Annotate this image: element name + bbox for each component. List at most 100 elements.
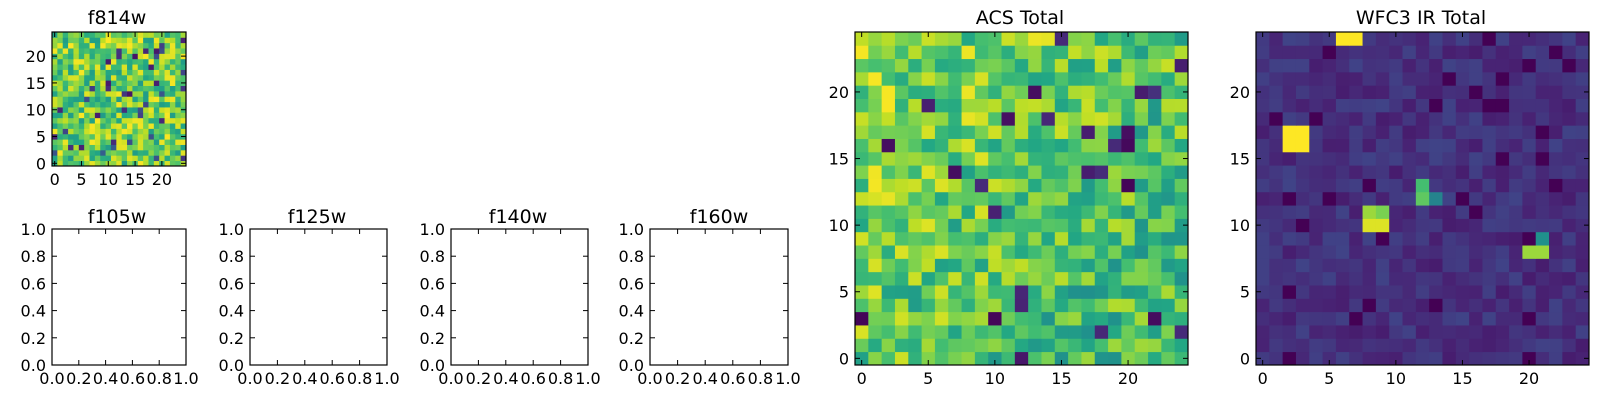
heatmap-cell	[894, 58, 909, 73]
x-tick-label: 0.6	[520, 369, 545, 388]
heatmap-cell	[1309, 45, 1323, 60]
heatmap-cell	[1509, 71, 1523, 86]
heatmap-cell	[1522, 165, 1537, 179]
heatmap-cell	[1014, 231, 1029, 246]
panel-f160w: f160w 0.0 0.2 0.4 0.6 0.8 1.00.00.20.40.60.81…	[619, 206, 801, 388]
heatmap-cell	[1134, 125, 1149, 139]
heatmap-cell	[1256, 111, 1270, 126]
heatmap-cell	[881, 258, 896, 273]
x-tick-label: 0.8	[347, 369, 372, 388]
heatmap-cell	[1121, 271, 1136, 286]
heatmap-cell	[1295, 218, 1310, 233]
heatmap-cell	[1309, 58, 1323, 73]
heatmap-cell	[175, 58, 182, 65]
heatmap-cell	[132, 139, 139, 145]
heatmap-cell	[169, 117, 176, 124]
heatmap-cell	[961, 311, 976, 326]
heatmap-cell	[94, 80, 101, 86]
heatmap-cell	[1495, 298, 1510, 313]
heatmap-cell	[1108, 205, 1122, 219]
heatmap-cell	[855, 231, 869, 246]
heatmap-cell	[180, 139, 187, 145]
heatmap-cell	[1549, 258, 1563, 273]
heatmap-cell	[84, 42, 90, 49]
heatmap-cell	[62, 107, 69, 113]
heatmap-cell	[1148, 218, 1162, 233]
heatmap-cell	[1522, 58, 1537, 73]
heatmap-cell	[1562, 98, 1577, 113]
heatmap-cell	[132, 69, 139, 76]
heatmap-cell	[1256, 32, 1270, 46]
x-tick-label: 0	[1258, 369, 1268, 388]
heatmap-cell	[1121, 205, 1136, 219]
heatmap-cell	[881, 245, 896, 259]
heatmap-cell	[1309, 231, 1323, 246]
heatmap-cell	[1322, 271, 1337, 286]
heatmap-cell	[175, 74, 182, 81]
heatmap-cell	[1295, 338, 1310, 353]
heatmap-cell	[1256, 151, 1270, 166]
heatmap-cell	[1322, 111, 1337, 126]
heatmap-cell	[1148, 245, 1162, 259]
heatmap-cell	[1269, 298, 1284, 313]
heatmap-cell	[164, 48, 171, 54]
heatmap-cell	[961, 218, 976, 233]
heatmap-cell	[1081, 271, 1096, 286]
heatmap-cell	[1134, 138, 1149, 153]
heatmap-cell	[1335, 165, 1350, 179]
heatmap-cell	[1455, 258, 1470, 273]
heatmap-cell	[1041, 245, 1056, 259]
heatmap-cell	[1335, 32, 1350, 46]
heatmap-cell	[94, 42, 101, 49]
heatmap-cell	[1469, 178, 1483, 193]
heatmap-cell	[1429, 205, 1443, 219]
heatmap-cell	[1269, 45, 1284, 60]
heatmap-cell	[1094, 285, 1109, 299]
panel-f140w: f140w 0.0 0.2 0.4 0.6 0.8 1.00.00.20.40.60.81…	[420, 206, 601, 388]
heatmap-cell	[1256, 311, 1270, 326]
heatmap-cell	[84, 90, 90, 97]
heatmap-cell	[1522, 285, 1537, 299]
heatmap-cell	[1522, 85, 1537, 99]
heatmap-cell	[868, 351, 883, 366]
heatmap-cell	[1322, 178, 1337, 193]
heatmap-cell	[169, 58, 176, 65]
heatmap-cell	[84, 160, 90, 167]
heatmap-cell	[948, 138, 962, 153]
heatmap-cell	[1429, 298, 1443, 313]
heatmap-cell	[100, 160, 106, 167]
heatmap-cell	[934, 325, 949, 339]
heatmap-cell	[132, 74, 139, 81]
heatmap-cell	[1174, 231, 1189, 246]
heatmap-cell	[1001, 231, 1016, 246]
heatmap-cell	[62, 64, 69, 70]
heatmap-cell	[1014, 191, 1029, 206]
heatmap-cell	[988, 178, 1002, 193]
heatmap-cell	[1509, 178, 1523, 193]
heatmap-cell	[934, 191, 949, 206]
heatmap-cell	[934, 32, 949, 46]
heatmap-cell	[1482, 32, 1497, 46]
heatmap-cell	[934, 298, 949, 313]
heatmap-cell	[908, 245, 922, 259]
heatmap-cell	[78, 107, 85, 113]
heatmap-cell	[89, 117, 96, 124]
heatmap-cell	[137, 123, 144, 129]
heatmap-cell	[153, 74, 160, 81]
heatmap-cell	[1469, 231, 1483, 246]
heatmap-cell	[1309, 338, 1323, 353]
heatmap-cell	[127, 96, 133, 103]
heatmap-cell	[159, 42, 165, 49]
heatmap-cell	[974, 231, 989, 246]
heatmap-cell	[1349, 45, 1363, 60]
heatmap-cell	[921, 325, 936, 339]
axes-frame-f160w	[649, 228, 789, 366]
heatmap-cell	[116, 64, 123, 70]
x-tick-label: 0.4	[292, 369, 317, 388]
heatmap-cell	[1349, 178, 1363, 193]
heatmap-cell	[1014, 71, 1029, 86]
heatmap-cell	[988, 311, 1002, 326]
heatmap-cell	[1415, 32, 1430, 46]
x-tick-label: 10	[98, 170, 118, 189]
heatmap-cell	[121, 42, 128, 49]
